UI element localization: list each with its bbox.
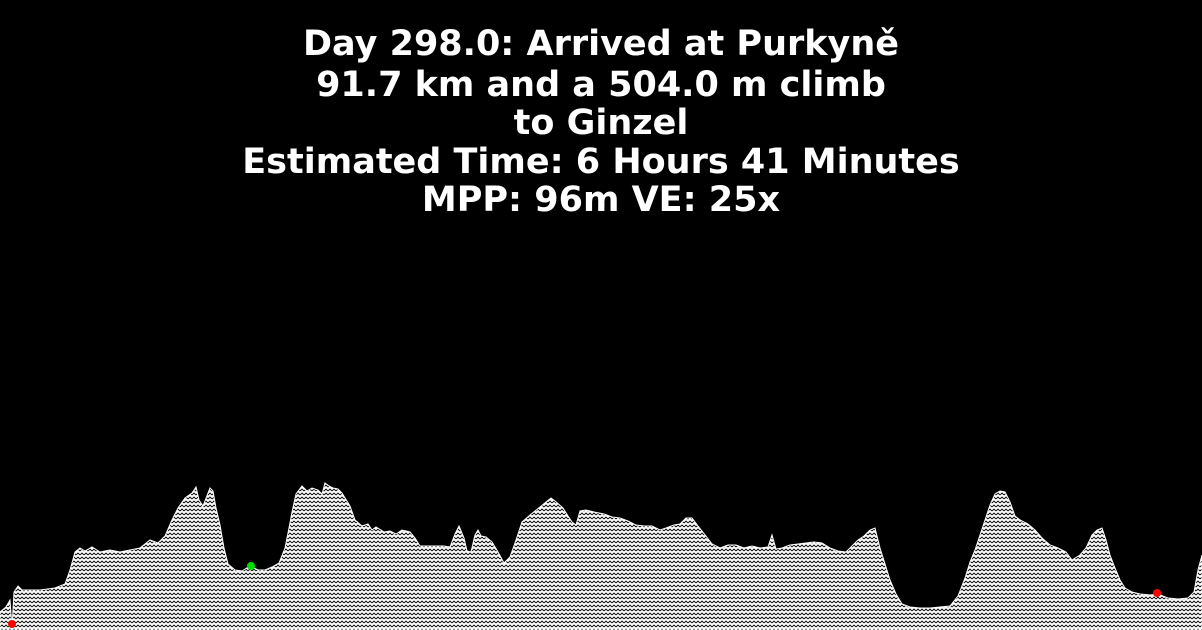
start-marker <box>8 620 16 628</box>
terrain-silhouette <box>0 482 1202 630</box>
distance-climb-text: 91.7 km and a 504.0 m climb <box>316 65 886 105</box>
end-marker <box>1153 589 1161 597</box>
route-markers <box>8 562 1161 628</box>
scale-info-text: MPP: 96m VE: 25x <box>421 180 781 220</box>
current-position-marker <box>247 562 255 570</box>
destination-text: to Ginzel <box>513 103 689 143</box>
route-header: Day 298.0: Arrived at Purkyně 91.7 km an… <box>0 22 1202 219</box>
day-arrival-title: Day 298.0: Arrived at Purkyně <box>303 24 899 64</box>
estimated-time-text: Estimated Time: 6 Hours 41 Minutes <box>242 142 960 182</box>
